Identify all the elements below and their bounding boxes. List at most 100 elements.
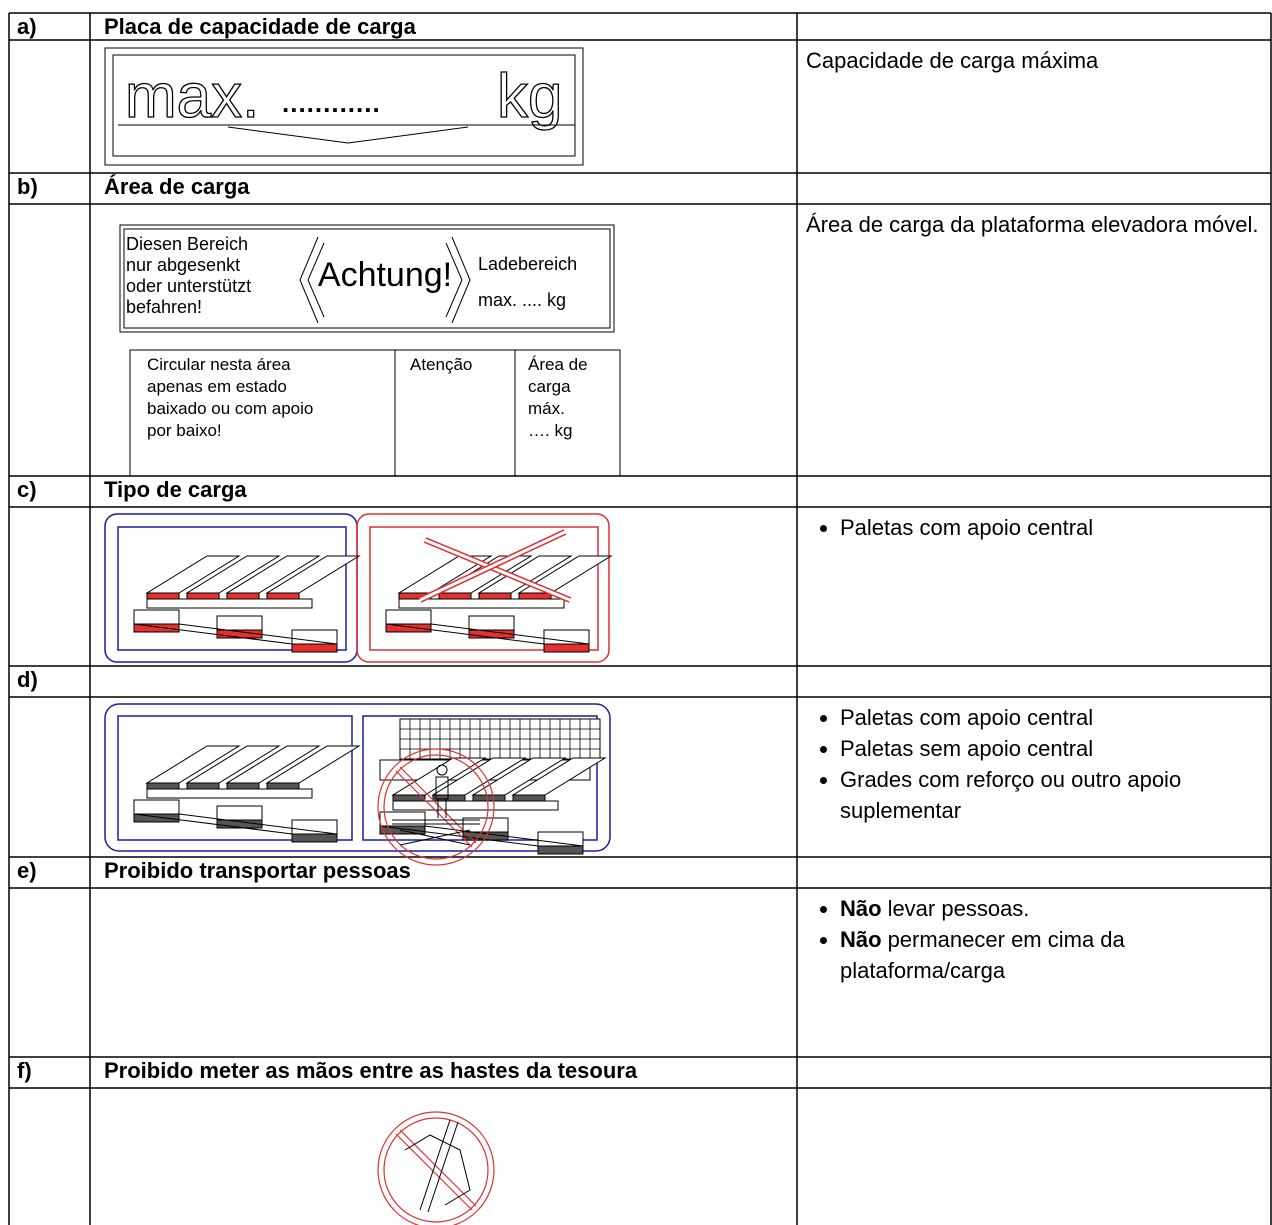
frame — [435, 776, 449, 800]
sign-text: kg — [497, 62, 562, 131]
slat-edge — [146, 592, 180, 600]
frame — [117, 715, 353, 841]
scissor-bar — [427, 1121, 459, 1213]
slat-edge — [226, 592, 260, 600]
description: Capacidade de carga máxima — [806, 48, 1099, 73]
bullet-item: Paletas com apoio central — [840, 702, 1272, 733]
block — [385, 609, 432, 625]
slat-edge — [478, 592, 512, 600]
bullet-list: Paletas com apoio central — [806, 512, 1272, 543]
sign-text: ............ — [282, 88, 381, 118]
row-title: Tipo de carga — [104, 477, 247, 502]
block — [468, 615, 515, 631]
sign-text: max. .... kg — [478, 290, 566, 310]
slash — [399, 1129, 477, 1207]
line — [399, 829, 471, 846]
sign-text: Ladebereich — [478, 254, 577, 274]
slat-edge — [186, 592, 220, 600]
slat-edge — [518, 592, 552, 600]
slat-edge — [472, 794, 506, 802]
scissor-bar — [419, 1119, 451, 1211]
stringer — [392, 800, 559, 811]
block — [133, 799, 180, 815]
frame — [104, 703, 611, 852]
translation-text: carga — [528, 377, 571, 396]
bold-word: Não — [840, 896, 882, 921]
bold-word: Não — [840, 927, 882, 952]
block-base — [291, 833, 338, 843]
bullet-text: permanecer em cima da plataforma/carga — [840, 927, 1125, 983]
description: Área de carga da plataforma elevadora mó… — [806, 212, 1259, 237]
block — [133, 609, 180, 625]
board — [133, 813, 338, 835]
row-label: d) — [17, 667, 38, 692]
prohibition-sign — [383, 1117, 489, 1223]
prohibition-sign — [377, 1111, 495, 1225]
frame — [119, 224, 615, 333]
slat-edge — [186, 782, 220, 790]
arrow — [227, 126, 469, 144]
chevron — [299, 236, 319, 324]
bullet-list: Paletas com apoio central Paletas sem apo… — [806, 702, 1272, 826]
chevron — [307, 242, 325, 318]
block — [216, 615, 263, 631]
board — [379, 825, 584, 847]
board — [133, 623, 338, 645]
frame — [129, 349, 621, 477]
sign-text: nur abgesenkt — [126, 255, 240, 275]
chevron — [451, 236, 471, 324]
sign-text: Achtung! — [318, 256, 452, 294]
sign-text: oder unterstützt — [126, 276, 251, 296]
row-label: c) — [17, 477, 37, 502]
bullet-text: levar pessoas. — [887, 896, 1030, 921]
slash — [395, 770, 473, 848]
row-label: b) — [17, 174, 38, 199]
row-label: f) — [17, 1058, 32, 1083]
row-title: Placa de capacidade de carga — [104, 14, 416, 39]
translation-text: Circular nesta área — [147, 355, 291, 374]
bullet-item: Paletas com apoio central — [840, 512, 1272, 543]
person — [436, 764, 448, 776]
prohibition-sign — [377, 748, 495, 866]
bullet-item: Grades com reforço ou outro apoio suplem… — [840, 764, 1272, 826]
translation-text: Área de — [528, 355, 588, 374]
row-title: Proibido meter as mãos entre as hastes d… — [104, 1058, 638, 1083]
sign-text: Diesen Bereich — [126, 234, 248, 254]
frame — [123, 228, 611, 329]
translation-text: máx. — [528, 399, 565, 418]
prohibition — [424, 538, 571, 602]
slat-edge — [146, 782, 180, 790]
frame — [117, 526, 347, 651]
sign-text: befahren! — [126, 297, 202, 317]
stringer — [398, 598, 565, 609]
frame — [112, 54, 576, 157]
row-label: e) — [17, 858, 37, 883]
hand — [404, 1134, 471, 1206]
row-label: a) — [17, 14, 37, 39]
block — [543, 629, 590, 645]
block — [291, 629, 338, 645]
sign-text: max. — [125, 62, 259, 131]
block — [537, 831, 584, 847]
frame — [104, 47, 584, 166]
block-base — [537, 845, 584, 855]
slat-edge — [266, 782, 300, 790]
stringer — [146, 788, 313, 799]
bullet-text: Paletas com apoio central — [840, 515, 1094, 540]
row-title: Proibido transportar pessoas — [104, 858, 411, 883]
slat-edge — [512, 794, 546, 802]
slash — [395, 1133, 473, 1211]
block-base — [543, 643, 590, 653]
chevron — [445, 242, 463, 318]
frame — [369, 526, 599, 651]
slat-edge — [438, 592, 472, 600]
slat-edge — [226, 782, 260, 790]
translation-text: apenas em estado — [147, 377, 287, 396]
bullet-text: Paletas com apoio central — [840, 705, 1094, 730]
row-title: Área de carga — [104, 174, 250, 199]
